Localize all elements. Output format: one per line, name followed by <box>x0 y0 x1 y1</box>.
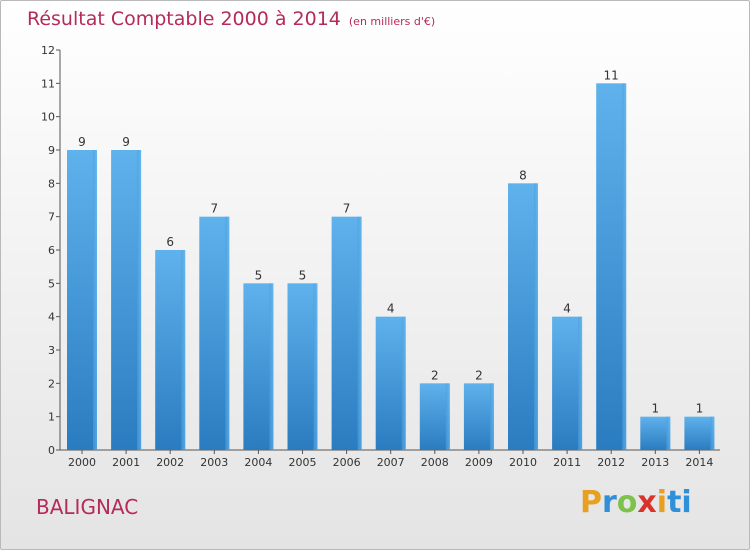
x-tick-label-2010: 2010 <box>509 456 537 469</box>
y-tick-label: 3 <box>48 344 55 357</box>
logo-letter: P <box>580 485 602 520</box>
x-tick-label-2004: 2004 <box>244 456 272 469</box>
bar-highlight-2000 <box>93 150 97 450</box>
bar-highlight-2009 <box>489 383 494 450</box>
data-label-2012: 11 <box>604 68 619 82</box>
bar-highlight-2011 <box>578 316 583 450</box>
bar-2009 <box>463 383 494 450</box>
y-tick-label: 4 <box>48 311 55 324</box>
bar-highlight-2002 <box>181 250 186 450</box>
data-label-2000: 9 <box>78 135 86 149</box>
x-tick-label-2012: 2012 <box>597 456 625 469</box>
bar-highlight-2013 <box>666 416 671 450</box>
y-tick-label: 5 <box>48 277 55 290</box>
x-tick-label-2013: 2013 <box>641 456 669 469</box>
data-label-2011: 4 <box>563 302 571 316</box>
bar-2008 <box>419 383 450 450</box>
y-tick-label: 7 <box>48 211 55 224</box>
chart-title: Résultat Comptable 2000 à 2014 (en millie… <box>27 8 435 30</box>
x-tick-label-2006: 2006 <box>333 456 361 469</box>
data-label-2003: 7 <box>210 202 218 216</box>
x-tick-label-2000: 2000 <box>68 456 96 469</box>
bar-highlight-2001 <box>137 150 142 450</box>
chart-title-text: Résultat Comptable 2000 à 2014 <box>27 8 341 30</box>
bar-highlight-2014 <box>710 416 715 450</box>
bar-highlight-2004 <box>269 283 274 450</box>
data-label-2005: 5 <box>299 268 307 282</box>
bar-2011 <box>552 316 583 450</box>
y-tick-label: 0 <box>48 444 55 457</box>
data-label-2009: 2 <box>475 368 483 382</box>
x-tick-label-2002: 2002 <box>156 456 184 469</box>
bar-highlight-2008 <box>445 383 450 450</box>
x-tick-label-2005: 2005 <box>289 456 317 469</box>
data-label-2008: 2 <box>431 368 439 382</box>
data-label-2004: 5 <box>255 268 263 282</box>
bar-2006 <box>331 216 362 450</box>
y-tick-label: 8 <box>48 177 55 190</box>
proxiti-logo: Proxiti <box>580 485 692 520</box>
x-tick-label-2008: 2008 <box>421 456 449 469</box>
x-tick-label-2014: 2014 <box>685 456 713 469</box>
bar-2010 <box>508 183 538 451</box>
bar-2000 <box>67 150 97 450</box>
bar-highlight-2012 <box>622 83 627 450</box>
bar-2014 <box>684 416 715 450</box>
bar-2012 <box>596 83 627 450</box>
data-label-2014: 1 <box>696 402 704 416</box>
y-tick-label: 9 <box>48 144 55 157</box>
data-label-2013: 1 <box>651 402 659 416</box>
bar-2007 <box>375 316 406 450</box>
bars <box>67 83 715 451</box>
bar-2003 <box>199 216 230 450</box>
x-tick-label-2007: 2007 <box>377 456 405 469</box>
bar-highlight-2003 <box>225 216 230 450</box>
bar-highlight-2005 <box>313 283 318 450</box>
logo-letter: o <box>616 485 638 520</box>
y-tick-label: 1 <box>48 411 55 424</box>
bar-highlight-2007 <box>401 316 406 450</box>
bar-2005 <box>287 283 318 450</box>
bar-2002 <box>155 250 186 450</box>
bar-2013 <box>640 416 671 450</box>
bar-2001 <box>111 150 142 450</box>
logo-letter: r <box>602 485 617 520</box>
y-tick-label: 11 <box>41 77 55 90</box>
logo-letter: ti <box>667 485 692 520</box>
x-tick-label-2011: 2011 <box>553 456 581 469</box>
x-tick-label-2001: 2001 <box>112 456 140 469</box>
y-tick-label: 12 <box>41 44 55 57</box>
data-label-2002: 6 <box>166 235 174 249</box>
bar-highlight-2006 <box>357 216 362 450</box>
x-tick-label-2003: 2003 <box>200 456 228 469</box>
bar-highlight-2010 <box>534 183 538 451</box>
data-label-2007: 4 <box>387 302 395 316</box>
logo-letter: i <box>656 485 668 520</box>
logo-letter: x <box>637 485 657 520</box>
y-tick-label: 2 <box>48 377 55 390</box>
chart-subtitle: (en milliers d'€) <box>348 15 436 28</box>
commune-name: BALIGNAC <box>36 495 139 519</box>
x-tick-label-2009: 2009 <box>465 456 493 469</box>
bar-2004 <box>243 283 274 450</box>
y-tick-label: 10 <box>41 111 55 124</box>
data-label-2001: 9 <box>122 135 130 149</box>
data-label-2006: 7 <box>343 202 351 216</box>
data-label-2010: 8 <box>519 168 527 182</box>
y-tick-label: 6 <box>48 244 55 257</box>
